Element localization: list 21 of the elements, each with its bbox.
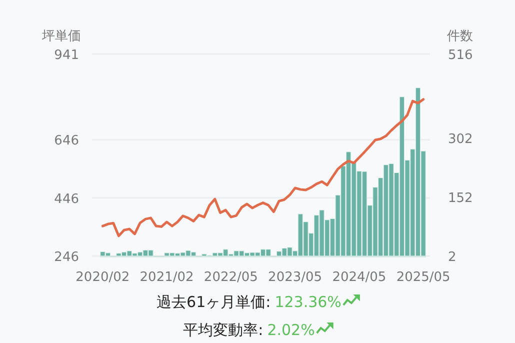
text: 2.02% (267, 321, 315, 339)
text: 123.36% (274, 293, 342, 311)
y2-tick-label: 302 (448, 132, 473, 148)
y2-axis-title: 件数 (447, 29, 473, 44)
line-series (101, 98, 425, 238)
y2-tick-label: 152 (448, 191, 473, 206)
y-tick-label: 246 (54, 250, 79, 265)
y2-tick-label: 516 (448, 48, 473, 63)
x-tick-label: 2021/02 (140, 270, 194, 285)
y-tick-label: 646 (54, 134, 79, 149)
y-axis-title: 坪単価 (41, 29, 81, 44)
x-tick-label: 2025/05 (396, 270, 450, 285)
x-tick-label: 2024/05 (332, 270, 386, 285)
y-tick-label: 941 (54, 48, 79, 63)
text: 過去61ヶ月単価: (156, 293, 271, 311)
x-tick-label: 2023/05 (268, 270, 322, 285)
text: 平均変動率: (183, 321, 264, 339)
y2-tick-label: 2 (448, 250, 456, 265)
x-tick-label: 2022/05 (204, 270, 258, 285)
x-tick-label: 2020/02 (76, 270, 130, 285)
y-tick-label: 446 (54, 192, 79, 207)
